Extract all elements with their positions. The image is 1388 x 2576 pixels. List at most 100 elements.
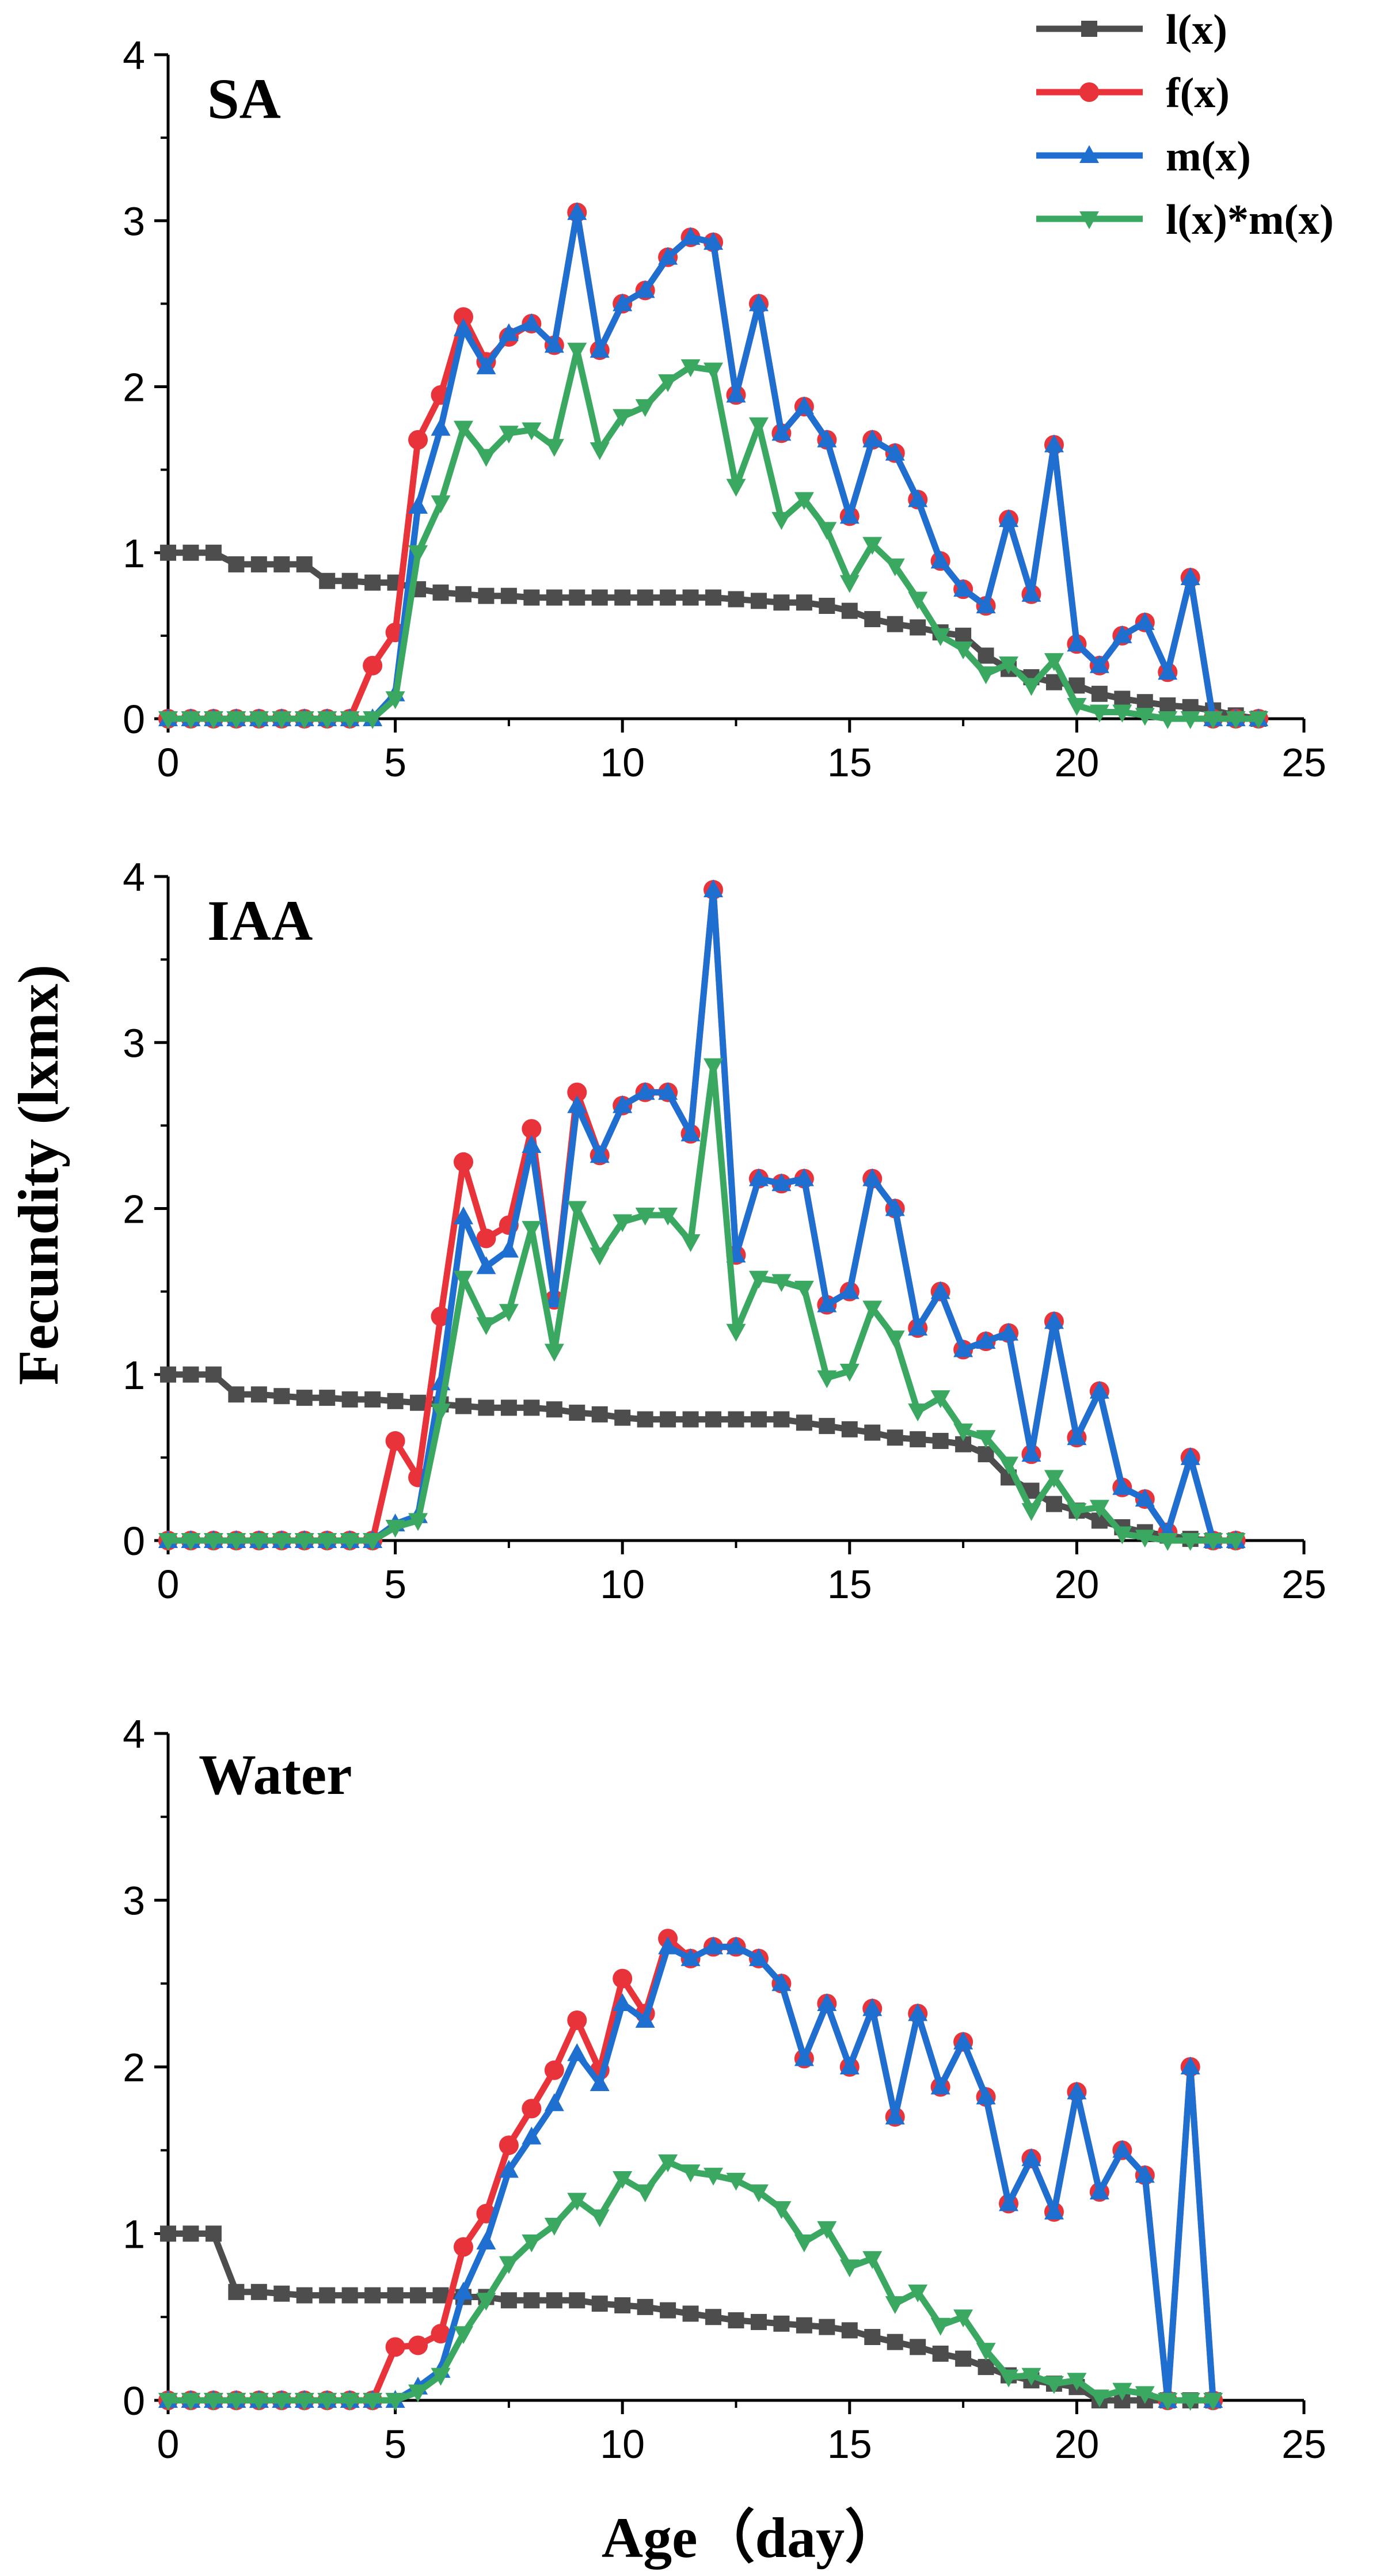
data-point-lxmx (817, 2221, 837, 2239)
data-point-fx (476, 1228, 496, 1249)
data-point-mx (499, 323, 519, 342)
data-point-lxmx (499, 2256, 519, 2274)
data-point-mx (1067, 2081, 1087, 2100)
data-point-lxmx (930, 1390, 950, 1409)
data-point-mx (1180, 1447, 1200, 1465)
data-point-mx (613, 293, 633, 312)
data-point-mx (1112, 625, 1132, 643)
data-point-lxmx (908, 1403, 928, 1422)
x-tick-label: 5 (384, 2422, 406, 2467)
data-point-mx (1067, 633, 1087, 652)
data-point-lxmx (635, 2184, 655, 2203)
data-point-lxmx (748, 417, 769, 435)
data-point-lx (364, 2287, 381, 2304)
data-point-mx (453, 318, 473, 336)
data-point-lxmx (363, 711, 383, 729)
data-point-mx (862, 429, 883, 447)
data-point-lxmx (703, 1058, 724, 1076)
data-point-mx (658, 1082, 678, 1100)
data-point-lx (819, 1418, 835, 1435)
data-point-mx (522, 2126, 542, 2145)
x-tick-label: 20 (1054, 1562, 1099, 1607)
data-point-lx (500, 2292, 517, 2309)
data-point-lxmx (363, 2393, 383, 2411)
data-point-lx (160, 2225, 176, 2242)
panel-iaa: 0 1 2 3 4 0 5 10 15 20 25 IAA (123, 855, 1326, 1607)
data-point-lxmx (839, 575, 860, 593)
data-point-mx (862, 1998, 883, 2016)
data-point-lxmx (181, 2393, 201, 2411)
data-point-lx (887, 1429, 903, 1446)
x-tick-label: 10 (600, 1562, 645, 1607)
data-point-lxmx (567, 1201, 587, 1219)
data-point-mx (999, 509, 1019, 528)
data-point-lxmx (590, 2209, 610, 2228)
data-point-mx (613, 1993, 633, 2011)
data-point-lxmx (431, 2368, 451, 2386)
data-point-fx (385, 1431, 405, 1451)
data-point-lxmx (658, 1208, 678, 1226)
data-point-lxmx (748, 2184, 769, 2203)
data-point-mx (522, 1135, 542, 1153)
data-point-lxmx (999, 656, 1019, 674)
data-point-lxmx (862, 537, 883, 555)
x-tick-label: 10 (600, 740, 645, 785)
data-point-fx (385, 2337, 405, 2357)
data-point-lxmx (862, 2251, 883, 2269)
data-point-lxmx (1067, 697, 1087, 716)
y-tick-label: 1 (123, 2212, 145, 2257)
data-point-lxmx (999, 2369, 1019, 2388)
data-point-lxmx (1203, 1533, 1223, 1551)
data-point-lx (1136, 694, 1153, 711)
data-point-lxmx (1180, 2393, 1200, 2411)
data-point-fx (431, 1306, 451, 1326)
data-point-mx (453, 2281, 473, 2300)
data-point-mx (999, 2193, 1019, 2211)
data-point-fx (431, 2324, 451, 2344)
data-point-lx (978, 2359, 994, 2376)
data-point-mx (999, 1322, 1019, 1341)
data-point-lxmx (1135, 708, 1155, 726)
data-point-lx (978, 647, 994, 664)
data-point-mx (817, 1294, 837, 1312)
data-point-lx (660, 589, 676, 606)
data-point-mx (839, 2057, 860, 2074)
data-point-mx (635, 1082, 655, 1100)
data-point-lxmx (203, 711, 223, 729)
data-point-lx (319, 1390, 336, 1406)
data-point-lxmx (1135, 1530, 1155, 1548)
data-point-mx (703, 879, 724, 898)
data-point-lx (273, 2285, 290, 2302)
data-point-mx (635, 280, 655, 298)
data-point-lx (319, 2287, 336, 2304)
data-point-lx (523, 2292, 540, 2309)
data-point-mx (885, 2106, 905, 2124)
data-point-mx (590, 340, 610, 358)
data-point-mx (658, 246, 678, 265)
data-point-lx (864, 2328, 881, 2345)
x-tick-label: 25 (1281, 1562, 1326, 1607)
data-point-lxmx (272, 711, 292, 729)
y-tick-label: 1 (123, 1353, 145, 1398)
data-point-lxmx (953, 641, 973, 659)
data-point-fx (522, 1119, 542, 1139)
data-point-lx (819, 597, 835, 614)
data-point-lx (500, 587, 517, 604)
legend: l(x) f(x) m(x) l(x)*m(x) (1036, 6, 1334, 244)
data-point-lx (569, 1405, 585, 1421)
legend-label: l(x) (1166, 6, 1227, 54)
data-point-lx (591, 1406, 608, 1422)
x-tick-label: 15 (827, 2422, 872, 2467)
data-point-lx (750, 1411, 767, 1428)
data-point-lxmx (658, 2154, 678, 2173)
data-point-lxmx (1249, 711, 1269, 729)
y-tick-label: 3 (123, 1879, 145, 1924)
data-point-lxmx (726, 2172, 746, 2191)
data-point-mx (976, 1331, 996, 1349)
data-point-fx (544, 2060, 564, 2080)
data-point-lxmx (181, 1533, 201, 1551)
data-point-lxmx (567, 2192, 587, 2211)
data-point-lx (273, 556, 290, 572)
data-point-lxmx (703, 2168, 724, 2186)
data-point-mx (499, 1239, 519, 1258)
